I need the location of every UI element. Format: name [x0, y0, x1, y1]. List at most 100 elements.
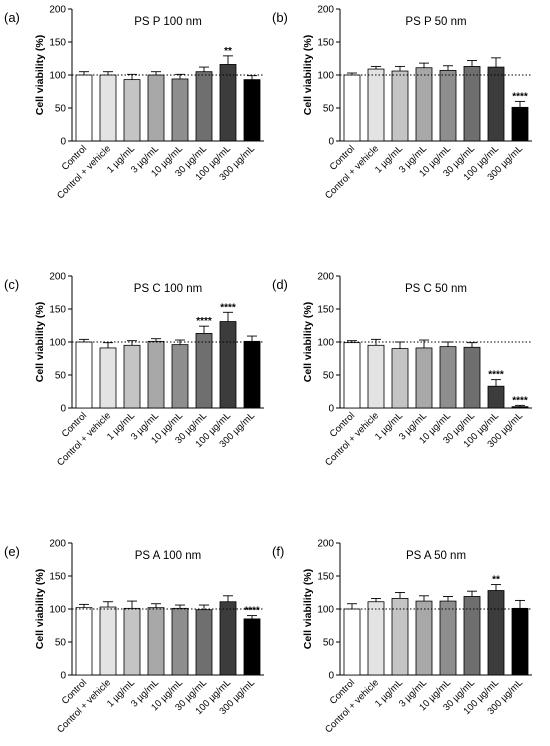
chart-title: PS A 100 nm: [135, 550, 202, 562]
error-bar: [491, 379, 501, 387]
bar: [243, 79, 261, 142]
error-bar: [151, 603, 161, 608]
error-bar: [491, 584, 501, 591]
bar: [171, 607, 189, 676]
error-bar: [223, 595, 233, 602]
panel-label: (e): [4, 544, 20, 559]
error-bar: [103, 601, 113, 608]
bar: [195, 71, 213, 142]
y-tick-label: 150: [49, 305, 66, 316]
error-bar: [443, 341, 453, 347]
y-tick-label: 150: [317, 305, 334, 316]
bar: [243, 618, 261, 676]
bar: [147, 607, 165, 676]
y-axis-label: Cell viability (%): [302, 35, 314, 116]
error-bar: [247, 75, 257, 80]
significance-label: ****: [488, 370, 504, 381]
y-axis-label: Cell viability (%): [302, 302, 314, 383]
error-bar: [467, 590, 477, 597]
error-bar: [419, 595, 429, 602]
error-bar: [371, 597, 381, 602]
bar: [463, 66, 481, 142]
bar: [195, 609, 213, 676]
bar: [147, 74, 165, 142]
bar: [123, 607, 141, 676]
bar: [147, 340, 165, 409]
y-tick-label: 100: [317, 605, 334, 616]
bar: [171, 344, 189, 409]
panel-label: (c): [4, 277, 19, 292]
y-tick-label: 0: [328, 671, 334, 682]
y-tick-label: 50: [323, 638, 335, 649]
panel-label: (f): [272, 544, 284, 559]
error-bar: [199, 325, 209, 334]
error-bar: [223, 55, 233, 65]
chart-title: PS P 100 nm: [134, 16, 202, 28]
error-bar: [151, 71, 161, 75]
error-bar: [175, 73, 185, 79]
y-axis-label: Cell viability (%): [302, 569, 314, 650]
y-axis-label: Cell viability (%): [34, 569, 46, 650]
error-bar: [175, 339, 185, 345]
bar: [343, 608, 361, 676]
y-tick-label: 0: [328, 137, 334, 148]
significance-label: ****: [512, 91, 528, 102]
chart-panel-e: (e) 0 50 100 150 200 Cell viability (%) PS A 10…: [4, 539, 264, 735]
bar: [99, 74, 117, 142]
y-tick-label: 50: [55, 104, 67, 115]
error-bar: [175, 604, 185, 609]
bar: [439, 69, 457, 142]
y-tick-label: 200: [317, 5, 334, 16]
error-bar: [79, 338, 89, 342]
error-bar: [199, 66, 209, 72]
bar: [123, 344, 141, 409]
y-tick-label: 50: [55, 371, 67, 382]
panel-label: (d): [272, 277, 288, 292]
bar: [219, 321, 237, 409]
bar: [487, 590, 505, 676]
error-bar: [467, 60, 477, 67]
y-tick-label: 100: [49, 338, 66, 349]
error-bar: [199, 604, 209, 610]
error-bar: [247, 335, 257, 342]
y-tick-label: 100: [49, 71, 66, 82]
y-tick-label: 150: [49, 572, 66, 583]
y-tick-label: 0: [60, 404, 66, 415]
error-bar: [347, 72, 357, 75]
bar: [75, 341, 93, 409]
error-bar: [515, 100, 525, 108]
error-bar: [395, 341, 405, 349]
panel-label: (b): [272, 10, 288, 25]
error-bar: [395, 592, 405, 599]
error-bar: [371, 65, 381, 70]
y-tick-label: 150: [317, 38, 334, 49]
error-bar: [79, 603, 89, 608]
error-bar: [347, 603, 357, 609]
bar: [343, 74, 361, 142]
significance-label: ****: [220, 302, 236, 313]
bar: [75, 607, 93, 676]
error-bar: [443, 596, 453, 602]
y-axis-label: Cell viability (%): [34, 302, 46, 383]
chart-title: PS A 50 nm: [406, 550, 466, 562]
bar: [511, 607, 529, 676]
y-tick-label: 50: [323, 371, 335, 382]
panel-label: (a): [4, 10, 20, 25]
y-tick-label: 200: [317, 539, 334, 550]
bar: [415, 67, 433, 142]
y-tick-label: 50: [55, 638, 67, 649]
y-tick-label: 0: [60, 137, 66, 148]
bar: [463, 346, 481, 409]
chart-panel-d: (d) 0 50 100 150 200 Cell viability (%) PS C 50…: [272, 272, 532, 468]
significance-label: ****: [196, 316, 212, 327]
bar: [99, 347, 117, 409]
bar: [367, 68, 385, 142]
error-bar: [371, 338, 381, 346]
error-bar: [419, 62, 429, 68]
y-tick-label: 100: [49, 605, 66, 616]
bar: [123, 79, 141, 142]
y-tick-label: 200: [49, 272, 66, 283]
chart-title: PS C 100 nm: [134, 283, 202, 295]
error-bar: [443, 65, 453, 71]
